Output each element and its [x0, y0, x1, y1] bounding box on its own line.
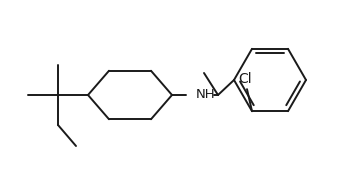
- Text: NH: NH: [196, 89, 216, 102]
- Text: Cl: Cl: [238, 72, 252, 86]
